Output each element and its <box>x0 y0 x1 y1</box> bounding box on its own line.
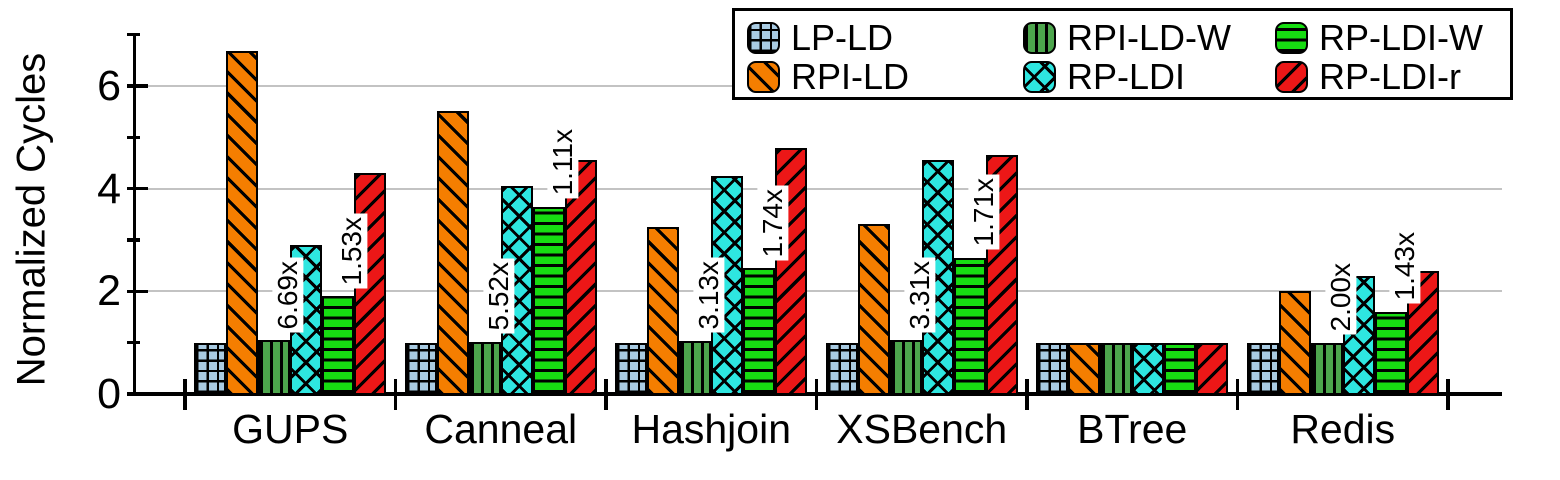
x-tick <box>1025 379 1029 410</box>
category-label: Canneal <box>424 406 578 452</box>
legend-entry-rpi-ld: RPI-LD <box>747 58 909 95</box>
bar-rpi-ld <box>1278 291 1311 396</box>
y-tick-major <box>126 186 148 191</box>
y-tick-major <box>126 84 148 88</box>
bar-rpi-ld <box>647 227 680 396</box>
y-tick-minor <box>126 33 140 37</box>
x-tick <box>1446 379 1450 410</box>
x-tick <box>814 379 819 410</box>
x-tick <box>1235 379 1240 410</box>
bar-lp-ld <box>404 342 437 396</box>
legend-entry-rp-ldi-r: RP-LDI-r <box>1275 58 1461 95</box>
legend-swatch-rpi-ld-w <box>1023 21 1056 54</box>
bar-rp-ldi-w <box>953 257 986 396</box>
bar-annotation: 3.31x <box>903 257 936 333</box>
category-label: XSBench <box>836 406 1008 452</box>
bar-rp-ldi-w <box>1374 311 1407 396</box>
gridline <box>136 187 1502 190</box>
bar-rpi-ld <box>226 50 259 396</box>
bar-annotation: 2.00x <box>1324 260 1357 335</box>
category-label: BTree <box>1077 406 1188 452</box>
bar-annotation: 3.13x <box>693 258 725 333</box>
bar-lp-ld <box>615 342 648 396</box>
y-tick-minor <box>126 341 140 345</box>
x-tick <box>183 379 187 410</box>
bar-lp-ld <box>1036 342 1069 396</box>
bar-lp-ld <box>825 342 858 396</box>
bar-rp-ldi <box>1132 342 1165 396</box>
bar-rpi-ld-w <box>258 340 291 396</box>
bar-annotation: 1.43x <box>1388 229 1421 304</box>
y-tick-major <box>126 289 148 294</box>
legend-entry-lp-ld: LP-LD <box>747 19 893 56</box>
bar-rp-ldi-w <box>743 268 776 396</box>
legend-label: LP-LD <box>791 17 894 58</box>
bar-rp-ldi-r <box>775 147 808 396</box>
legend-swatch-lp-ld <box>747 21 780 54</box>
legend-swatch-rp-ldi-w <box>1275 21 1308 54</box>
y-tick-major <box>126 392 148 396</box>
bar-rp-ldi-w <box>322 296 355 396</box>
y-tick-label: 4 <box>97 164 121 213</box>
bar-rpi-ld-w <box>889 340 922 396</box>
legend-label: RPI-LD <box>791 56 910 97</box>
gridline <box>136 290 1502 293</box>
bar-annotation: 6.69x <box>272 257 304 333</box>
bar-rpi-ld-w <box>679 340 712 396</box>
bar-rpi-ld-w <box>1100 342 1133 396</box>
bar-annotation: 5.52x <box>482 259 515 334</box>
legend-swatch-rp-ldi-r <box>1275 60 1308 93</box>
bar-rp-ldi-w <box>1164 342 1197 396</box>
y-axis-spine <box>132 33 136 396</box>
legend-label: RPI-LD-W <box>1067 17 1231 58</box>
legend-entry-rp-ldi: RP-LDI <box>1023 58 1185 95</box>
bar-rp-ldi-r <box>1406 270 1439 396</box>
y-tick-label: 2 <box>97 267 121 316</box>
legend-swatch-rp-ldi <box>1023 60 1056 93</box>
bar-annotation: 1.71x <box>967 175 1000 250</box>
bar-rp-ldi-r <box>1196 342 1229 396</box>
legend-label: RP-LDI-W <box>1319 17 1483 58</box>
legend-label: RP-LDI <box>1067 56 1186 97</box>
y-tick-minor <box>126 135 140 139</box>
legend-swatch-rpi-ld <box>747 60 780 93</box>
x-tick <box>604 379 608 410</box>
y-tick-label: 6 <box>97 62 121 111</box>
legend: LP-LD RPI-LD RPI-LD-W RP-LDI RP-LDI-W RP-LDI-… <box>732 8 1513 100</box>
legend-entry-rp-ldi-w: RP-LDI-W <box>1275 19 1483 56</box>
bar-rpi-ld <box>857 224 890 396</box>
bar-annotation: 1.74x <box>757 185 789 261</box>
bar-rpi-ld-w <box>1310 342 1343 396</box>
bar-rp-ldi-r <box>564 160 597 396</box>
y-tick-minor <box>126 238 140 242</box>
bar-annotation: 1.11x <box>546 126 579 199</box>
bar-annotation: 1.53x <box>336 213 368 289</box>
category-label: GUPS <box>232 406 349 452</box>
category-label: Redis <box>1290 406 1396 452</box>
legend-label: RP-LDI-r <box>1319 56 1461 97</box>
legend-entry-rpi-ld-w: RPI-LD-W <box>1023 19 1231 56</box>
x-tick <box>393 379 398 410</box>
bar-lp-ld <box>194 342 227 396</box>
bar-rpi-ld-w <box>468 341 501 396</box>
bar-rp-ldi-w <box>532 206 565 396</box>
bar-lp-ld <box>1246 342 1279 396</box>
category-label: Hashjoin <box>631 406 792 452</box>
bar-rpi-ld <box>1068 342 1101 396</box>
y-tick-label: 0 <box>97 370 121 418</box>
bar-rpi-ld <box>436 110 469 396</box>
